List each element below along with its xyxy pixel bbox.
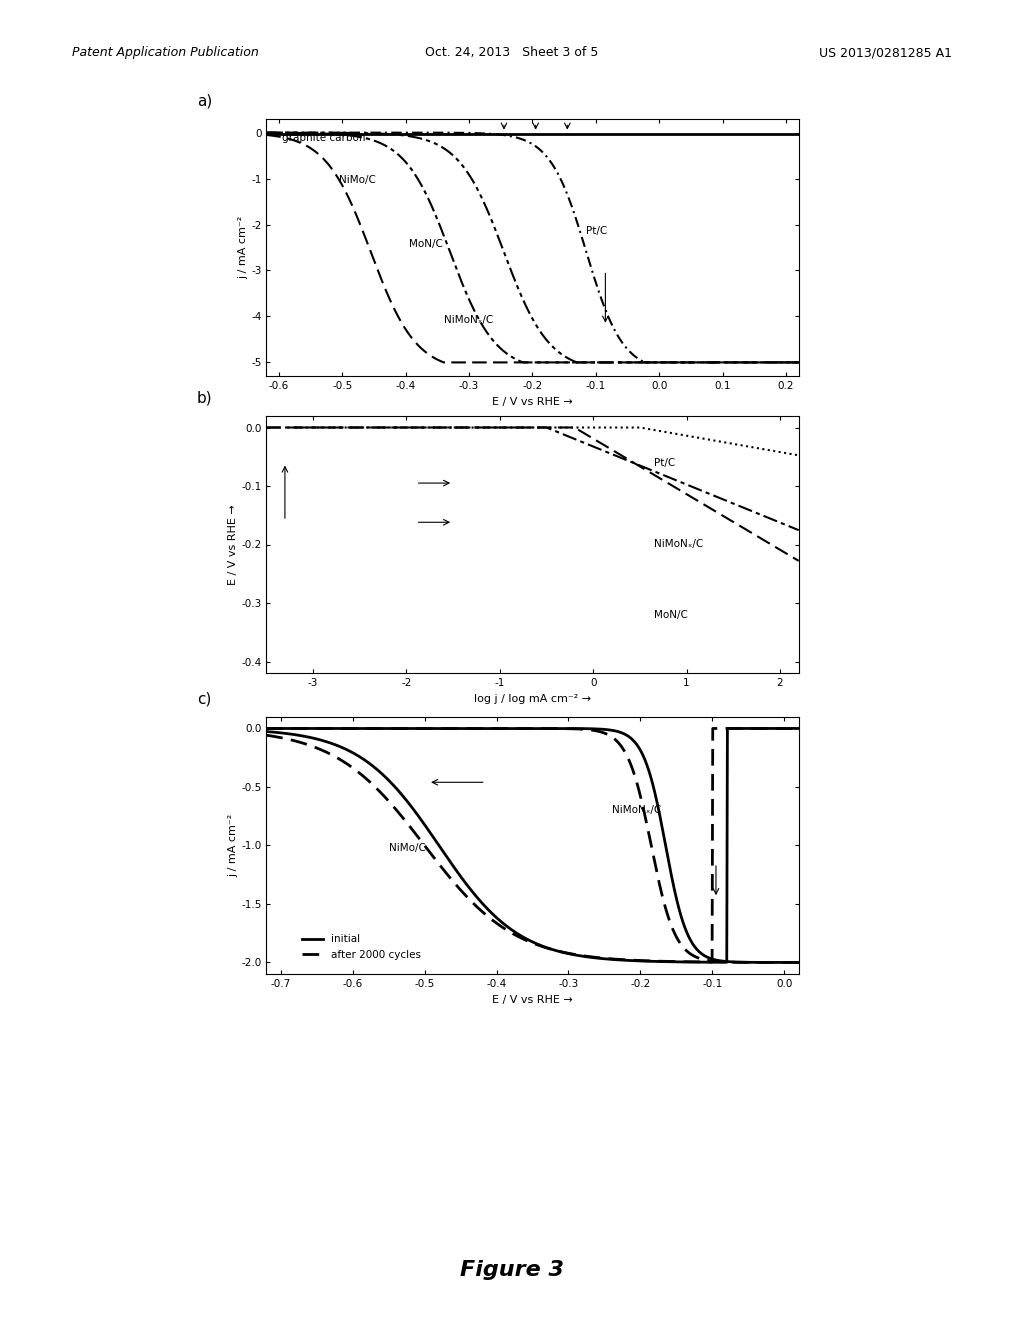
Text: c): c) <box>197 692 211 708</box>
X-axis label: E / V vs RHE →: E / V vs RHE → <box>493 396 572 407</box>
Text: Patent Application Publication: Patent Application Publication <box>72 46 258 59</box>
Text: NiMoNₓ/C: NiMoNₓ/C <box>611 805 660 814</box>
Text: Pt/C: Pt/C <box>587 226 607 236</box>
Text: graphite carbon: graphite carbon <box>282 133 366 143</box>
Text: NiMo/C: NiMo/C <box>388 843 425 853</box>
Text: Oct. 24, 2013   Sheet 3 of 5: Oct. 24, 2013 Sheet 3 of 5 <box>425 46 599 59</box>
Legend: initial, after 2000 cycles: initial, after 2000 cycles <box>298 931 426 964</box>
Text: Pt/C: Pt/C <box>654 458 675 467</box>
Text: US 2013/0281285 A1: US 2013/0281285 A1 <box>819 46 952 59</box>
Text: MoN/C: MoN/C <box>409 239 442 249</box>
Text: NiMoNₓ/C: NiMoNₓ/C <box>654 540 703 549</box>
Text: MoN/C: MoN/C <box>654 610 688 619</box>
Y-axis label: j / mA cm⁻²: j / mA cm⁻² <box>239 216 248 279</box>
Text: NiMoNₓ/C: NiMoNₓ/C <box>443 315 493 325</box>
X-axis label: log j / log mA cm⁻² →: log j / log mA cm⁻² → <box>474 693 591 704</box>
Text: Figure 3: Figure 3 <box>460 1259 564 1280</box>
Text: NiMo/C: NiMo/C <box>339 176 376 185</box>
X-axis label: E / V vs RHE →: E / V vs RHE → <box>493 994 572 1005</box>
Text: a): a) <box>197 94 212 110</box>
Text: b): b) <box>197 391 213 407</box>
Y-axis label: E / V vs RHE →: E / V vs RHE → <box>228 504 239 585</box>
Y-axis label: j / mA cm⁻²: j / mA cm⁻² <box>228 814 239 876</box>
